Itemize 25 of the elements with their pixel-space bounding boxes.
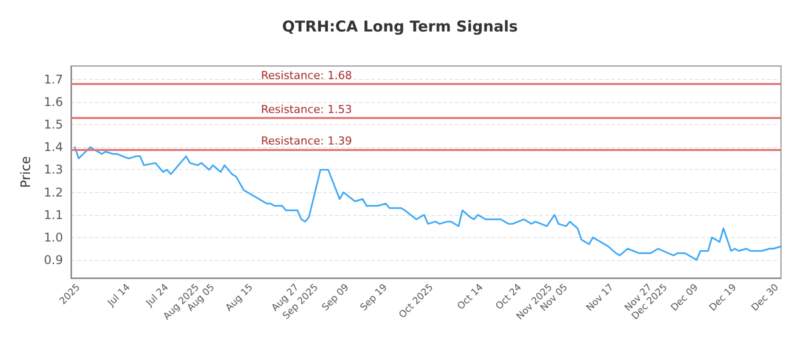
y-tick-label: 1.2 — [44, 185, 63, 200]
y-axis-title: Price — [19, 156, 34, 188]
x-tick-label: Dec 19 — [707, 282, 739, 314]
x-tick-label: Sep 09 — [320, 282, 352, 314]
x-tick-label: Sep 19 — [358, 282, 390, 314]
y-tick-label: 0.9 — [44, 252, 63, 267]
x-tick-label: Jul 14 — [105, 282, 132, 310]
line-series — [74, 146, 782, 261]
y-tick-label: 1.5 — [44, 118, 63, 132]
y-tick-label: 1.4 — [44, 140, 63, 154]
x-tick-label: Dec 30 — [750, 282, 782, 314]
y-tick-label: 1.0 — [44, 230, 63, 244]
x-tick-label: Dec 09 — [669, 282, 700, 314]
y-tick-label: 1.7 — [44, 72, 63, 87]
ref-line-label: Resistance: 1.53 — [261, 102, 352, 116]
x-tick-label: Aug 15 — [224, 282, 256, 314]
y-tick-label: 1.1 — [44, 208, 63, 222]
x-tick-label: Nov 17 — [584, 282, 616, 314]
x-tick-label: Jul 24 — [144, 282, 171, 310]
chart-title: QTRH:CA Long Term Signals — [282, 18, 518, 36]
y-tick-label: 1.3 — [44, 162, 63, 177]
ref-line-label: Resistance: 1.68 — [261, 69, 352, 82]
y-tick-label: 1.6 — [44, 95, 63, 110]
ref-line-label: Resistance: 1.39 — [261, 134, 352, 148]
x-tick-label: Oct 14 — [455, 282, 486, 312]
